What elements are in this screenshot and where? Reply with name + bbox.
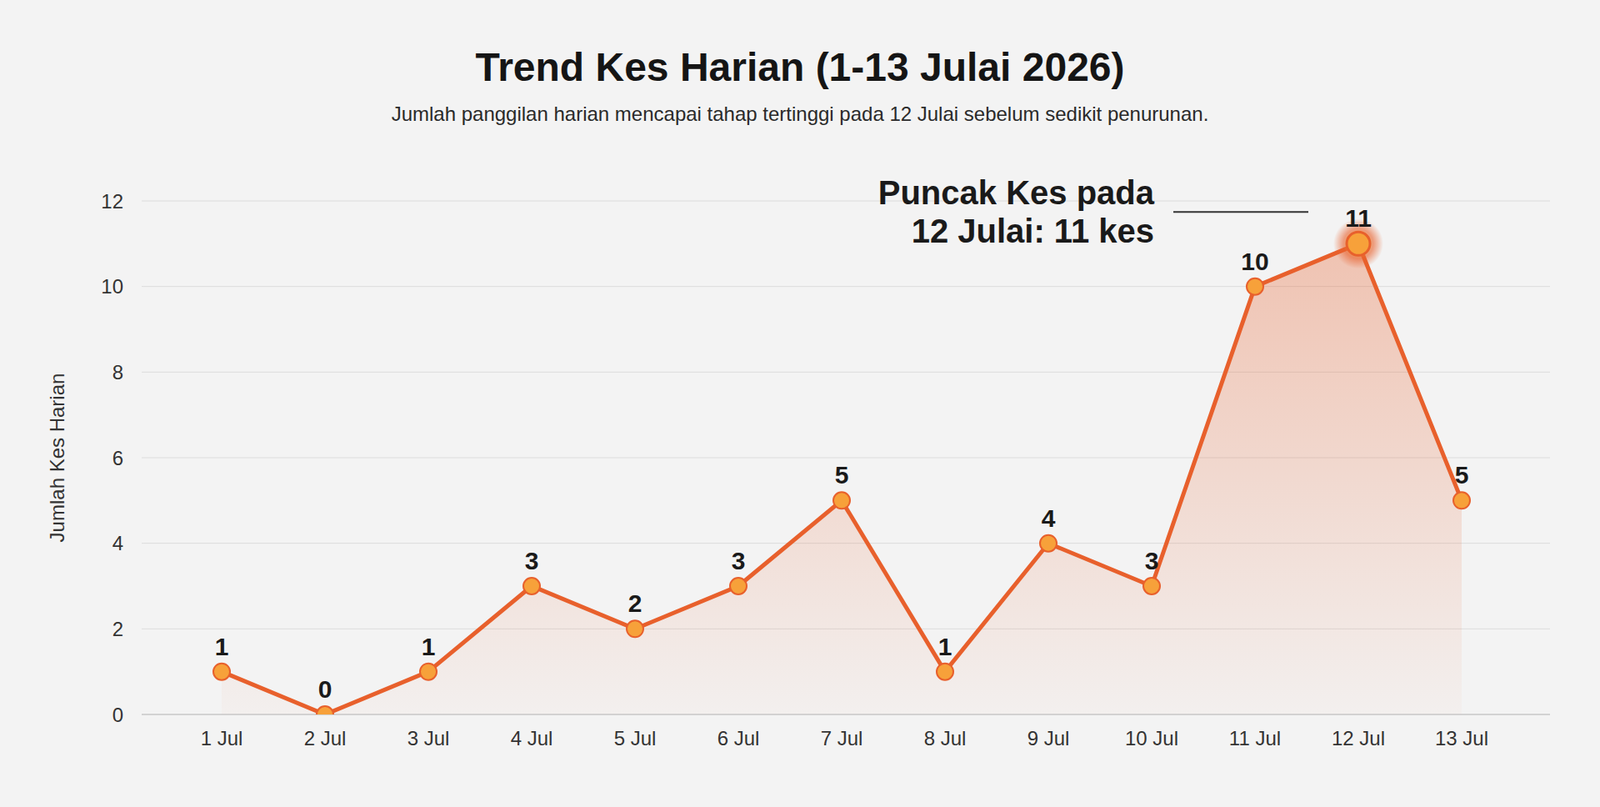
svg-text:1: 1 <box>421 632 436 660</box>
svg-text:3: 3 <box>1145 546 1160 575</box>
svg-text:10 Jul: 10 Jul <box>1125 726 1179 750</box>
svg-text:4: 4 <box>112 531 124 555</box>
svg-text:4 Jul: 4 Jul <box>510 726 554 750</box>
svg-text:6 Jul: 6 Jul <box>717 726 760 750</box>
svg-text:3: 3 <box>731 546 746 575</box>
svg-text:1: 1 <box>215 632 230 660</box>
svg-text:7 Jul: 7 Jul <box>820 726 864 750</box>
svg-text:6: 6 <box>112 446 124 470</box>
svg-text:5: 5 <box>1455 460 1470 489</box>
svg-text:1: 1 <box>938 632 953 660</box>
svg-text:12: 12 <box>100 190 124 213</box>
svg-text:10: 10 <box>1240 247 1269 275</box>
svg-text:1 Jul: 1 Jul <box>200 726 244 750</box>
svg-text:2: 2 <box>112 617 124 640</box>
svg-text:10: 10 <box>100 275 124 298</box>
svg-text:0: 0 <box>318 675 333 703</box>
svg-text:2 Jul: 2 Jul <box>304 726 347 750</box>
svg-text:11 Jul: 11 Jul <box>1229 726 1281 750</box>
svg-text:2: 2 <box>628 589 643 617</box>
svg-text:5: 5 <box>835 460 850 489</box>
svg-text:8 Jul: 8 Jul <box>924 726 967 750</box>
svg-text:4: 4 <box>1041 504 1056 532</box>
svg-text:3 Jul: 3 Jul <box>407 726 450 750</box>
svg-text:12 Jul: 12 Jul <box>1331 726 1385 750</box>
svg-text:0: 0 <box>112 703 124 726</box>
svg-text:Puncak Kes pada12 Julai: 11 ke: Puncak Kes pada12 Julai: 11 kes <box>878 174 1155 250</box>
html-text:Trend Kes Harian (1-13 Julai 2: Trend Kes Harian (1-13 Julai 2026) <box>475 45 1125 90</box>
svg-text:5 Jul: 5 Jul <box>614 726 657 750</box>
svg-text:3: 3 <box>525 546 540 575</box>
svg-text:8: 8 <box>112 360 124 384</box>
svg-text:Jumlah Kes Harian: Jumlah Kes Harian <box>45 373 69 543</box>
html-text:Jumlah panggilan harian mencap: Jumlah panggilan harian mencapai tahap t… <box>391 102 1209 125</box>
svg-text:11: 11 <box>1345 204 1372 232</box>
svg-text:9 Jul: 9 Jul <box>1027 726 1070 750</box>
svg-text:13 Jul: 13 Jul <box>1435 726 1489 750</box>
